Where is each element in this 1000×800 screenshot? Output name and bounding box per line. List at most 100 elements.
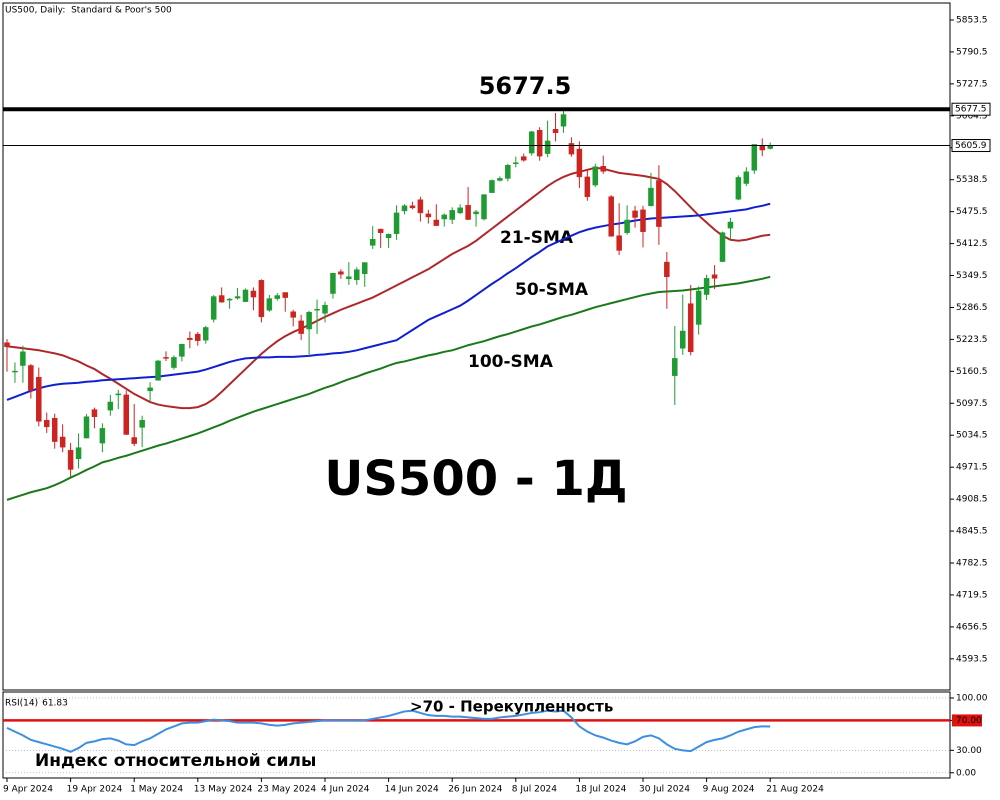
- level-badge: [952, 714, 982, 727]
- candle-body: [528, 131, 535, 154]
- candle-body: [338, 271, 344, 275]
- x-tick-label: 19 Apr 2024: [67, 785, 123, 795]
- candle-body: [107, 401, 114, 411]
- candle-body: [719, 232, 726, 262]
- main-panel: [2, 2, 951, 691]
- candle-body: [743, 171, 750, 184]
- candle-body: [44, 420, 50, 428]
- y-tick-label: 0.00: [956, 768, 976, 778]
- candle-body: [449, 210, 455, 220]
- x-tick-label: 4 Jun 2024: [321, 785, 370, 795]
- y-tick-label: 5034.5: [956, 431, 988, 441]
- y-tick-label: 5664.5: [956, 111, 988, 121]
- candle-body: [123, 394, 129, 435]
- x-tick-label: 9 Apr 2024: [3, 785, 53, 795]
- candle-body: [505, 164, 511, 179]
- candle-body: [536, 130, 543, 157]
- x-tick-label: 8 Jul 2024: [512, 785, 557, 795]
- resistance-badge-label: 5677.5: [955, 105, 987, 115]
- x-tick-label: 18 Jul 2024: [575, 785, 626, 795]
- candle-body: [346, 276, 352, 280]
- candle-body: [67, 449, 74, 470]
- candle-body: [250, 290, 257, 298]
- candle-body: [608, 196, 614, 237]
- x-tick-label: 23 May 2024: [257, 785, 316, 795]
- candle-body: [568, 143, 575, 155]
- candle-body: [306, 312, 312, 330]
- last-price-label: 5605.9: [955, 141, 987, 151]
- candle-body: [672, 358, 678, 376]
- candle-body: [362, 262, 368, 274]
- candle-body: [576, 148, 583, 178]
- x-tick-label: 14 Jun 2024: [385, 785, 439, 795]
- x-tick-label: 13 May 2024: [194, 785, 253, 795]
- candle-body: [234, 296, 241, 299]
- x-tick-label: 21 Aug 2024: [766, 785, 824, 795]
- candle-body: [147, 387, 153, 392]
- y-tick-label: 5475.5: [956, 207, 988, 217]
- candle-body: [521, 156, 527, 161]
- y-tick-label: 30.00: [956, 746, 982, 756]
- candle-body: [735, 177, 742, 200]
- candle-body: [489, 180, 495, 193]
- candle-body: [242, 289, 249, 302]
- candle-body: [497, 178, 503, 181]
- y-tick-label: 5790.5: [956, 47, 988, 57]
- candle-body: [369, 239, 376, 246]
- y-tick-label: 4719.5: [956, 590, 988, 600]
- y-tick-label: 4971.5: [956, 463, 988, 473]
- candle-body: [91, 409, 98, 417]
- y-tick-label: 5853.5: [956, 15, 988, 25]
- candle-body: [226, 298, 233, 301]
- candle-body: [560, 114, 567, 127]
- candle-body: [648, 187, 654, 207]
- resistance-badge: [951, 102, 991, 116]
- candle-body: [28, 365, 34, 391]
- candle-body: [513, 162, 519, 164]
- candle-body: [298, 320, 304, 334]
- level-note: >70 - Перекупленность: [410, 698, 613, 716]
- y-tick-label: 5349.5: [956, 271, 988, 281]
- sma-label: 50-SMA: [515, 280, 589, 300]
- candle-body: [711, 274, 718, 279]
- candle-body: [330, 272, 336, 294]
- candle-body: [51, 417, 58, 442]
- candle-body: [274, 295, 281, 299]
- chart-title: US500, Daily: Standard & Poor's 500: [5, 6, 172, 16]
- candle-body: [759, 145, 765, 151]
- candle-body: [385, 233, 392, 238]
- candle-body: [425, 213, 432, 218]
- candle-body: [354, 269, 360, 281]
- rsi-current-value: 61.83: [42, 699, 68, 709]
- sma-line: [6, 275, 771, 501]
- candle-body: [393, 212, 400, 234]
- candle-body: [656, 180, 662, 227]
- watermark: US500 - 1Д: [324, 451, 627, 507]
- candle-body: [377, 228, 384, 233]
- candle-body: [258, 280, 265, 318]
- candle-body: [155, 360, 161, 381]
- y-tick-label: 5097.5: [956, 399, 988, 409]
- candle-body: [203, 327, 209, 341]
- candle-body: [322, 304, 328, 314]
- candle-body: [687, 303, 694, 353]
- x-tick-label: 30 Jul 2024: [639, 785, 690, 795]
- candle-body: [83, 416, 90, 439]
- candle-body: [552, 128, 559, 134]
- y-tick-label: 5160.5: [956, 367, 988, 377]
- y-tick-label: 4845.5: [956, 527, 988, 537]
- candle-body: [409, 205, 416, 209]
- candle-body: [195, 333, 201, 341]
- candle-body: [99, 428, 106, 444]
- candle-body: [680, 330, 686, 349]
- y-tick-label: 5286.5: [956, 303, 988, 313]
- candle-body: [131, 437, 137, 444]
- rsi-line: [6, 709, 771, 753]
- candle-body: [695, 290, 702, 325]
- candle-body: [218, 295, 225, 303]
- candle-body: [632, 210, 638, 218]
- x-tick-label: 26 Jun 2024: [448, 785, 502, 795]
- candle-body: [163, 357, 169, 359]
